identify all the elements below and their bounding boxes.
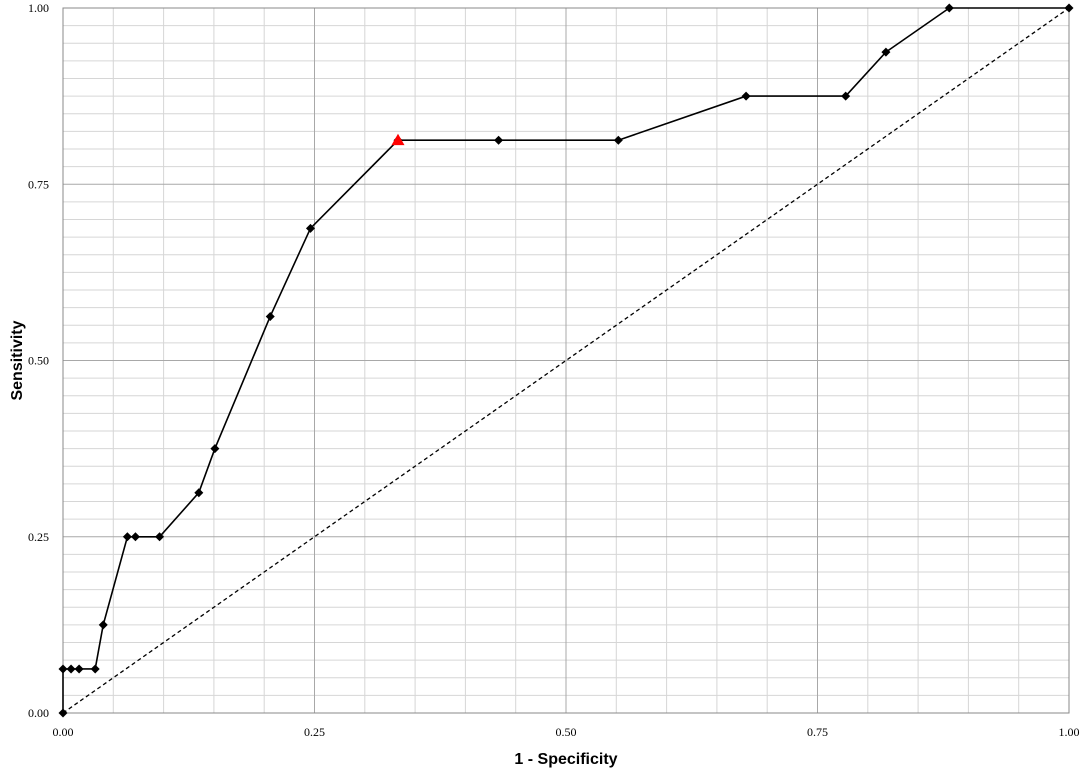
roc-point xyxy=(130,532,140,542)
roc-point xyxy=(210,444,220,454)
x-tick-label: 0.00 xyxy=(53,725,74,739)
roc-point xyxy=(194,488,204,498)
roc-point xyxy=(494,135,504,145)
roc-point xyxy=(66,664,76,674)
major-gridlines xyxy=(63,8,1069,713)
x-tick-labels: 0.00 0.25 0.50 0.75 1.00 xyxy=(53,725,1080,739)
x-tick-label: 0.50 xyxy=(556,725,577,739)
roc-point xyxy=(944,3,954,13)
roc-point xyxy=(741,91,751,101)
y-tick-label: 0.50 xyxy=(28,354,49,368)
roc-point xyxy=(1064,3,1074,13)
roc-point xyxy=(58,708,68,718)
roc-point xyxy=(265,311,275,321)
x-axis-title: 1 - Specificity xyxy=(514,751,617,768)
y-tick-label: 0.00 xyxy=(28,706,49,720)
roc-point xyxy=(881,47,891,57)
reference-diagonal xyxy=(62,7,1070,714)
roc-point xyxy=(58,664,68,674)
y-tick-label: 0.25 xyxy=(28,530,49,544)
roc-point xyxy=(98,620,108,630)
y-tick-labels: 0.00 0.25 0.50 0.75 1.00 xyxy=(28,1,49,720)
optimal-cutoff-point xyxy=(391,133,405,146)
y-tick-label: 0.75 xyxy=(28,177,49,191)
roc-point xyxy=(74,664,84,674)
roc-point xyxy=(841,91,851,101)
roc-point xyxy=(122,532,132,542)
x-tick-label: 1.00 xyxy=(1059,725,1080,739)
y-tick-label: 1.00 xyxy=(28,1,49,15)
x-tick-label: 0.25 xyxy=(304,725,325,739)
roc-point xyxy=(90,664,100,674)
reference-line xyxy=(62,7,1070,714)
roc-point xyxy=(305,223,315,233)
y-axis-title: Sensitivity xyxy=(9,320,26,400)
roc-point xyxy=(155,532,165,542)
optimal-cutoff xyxy=(391,133,405,146)
plot-area-border xyxy=(62,7,1070,714)
x-tick-label: 0.75 xyxy=(807,725,828,739)
roc-point xyxy=(613,135,623,145)
